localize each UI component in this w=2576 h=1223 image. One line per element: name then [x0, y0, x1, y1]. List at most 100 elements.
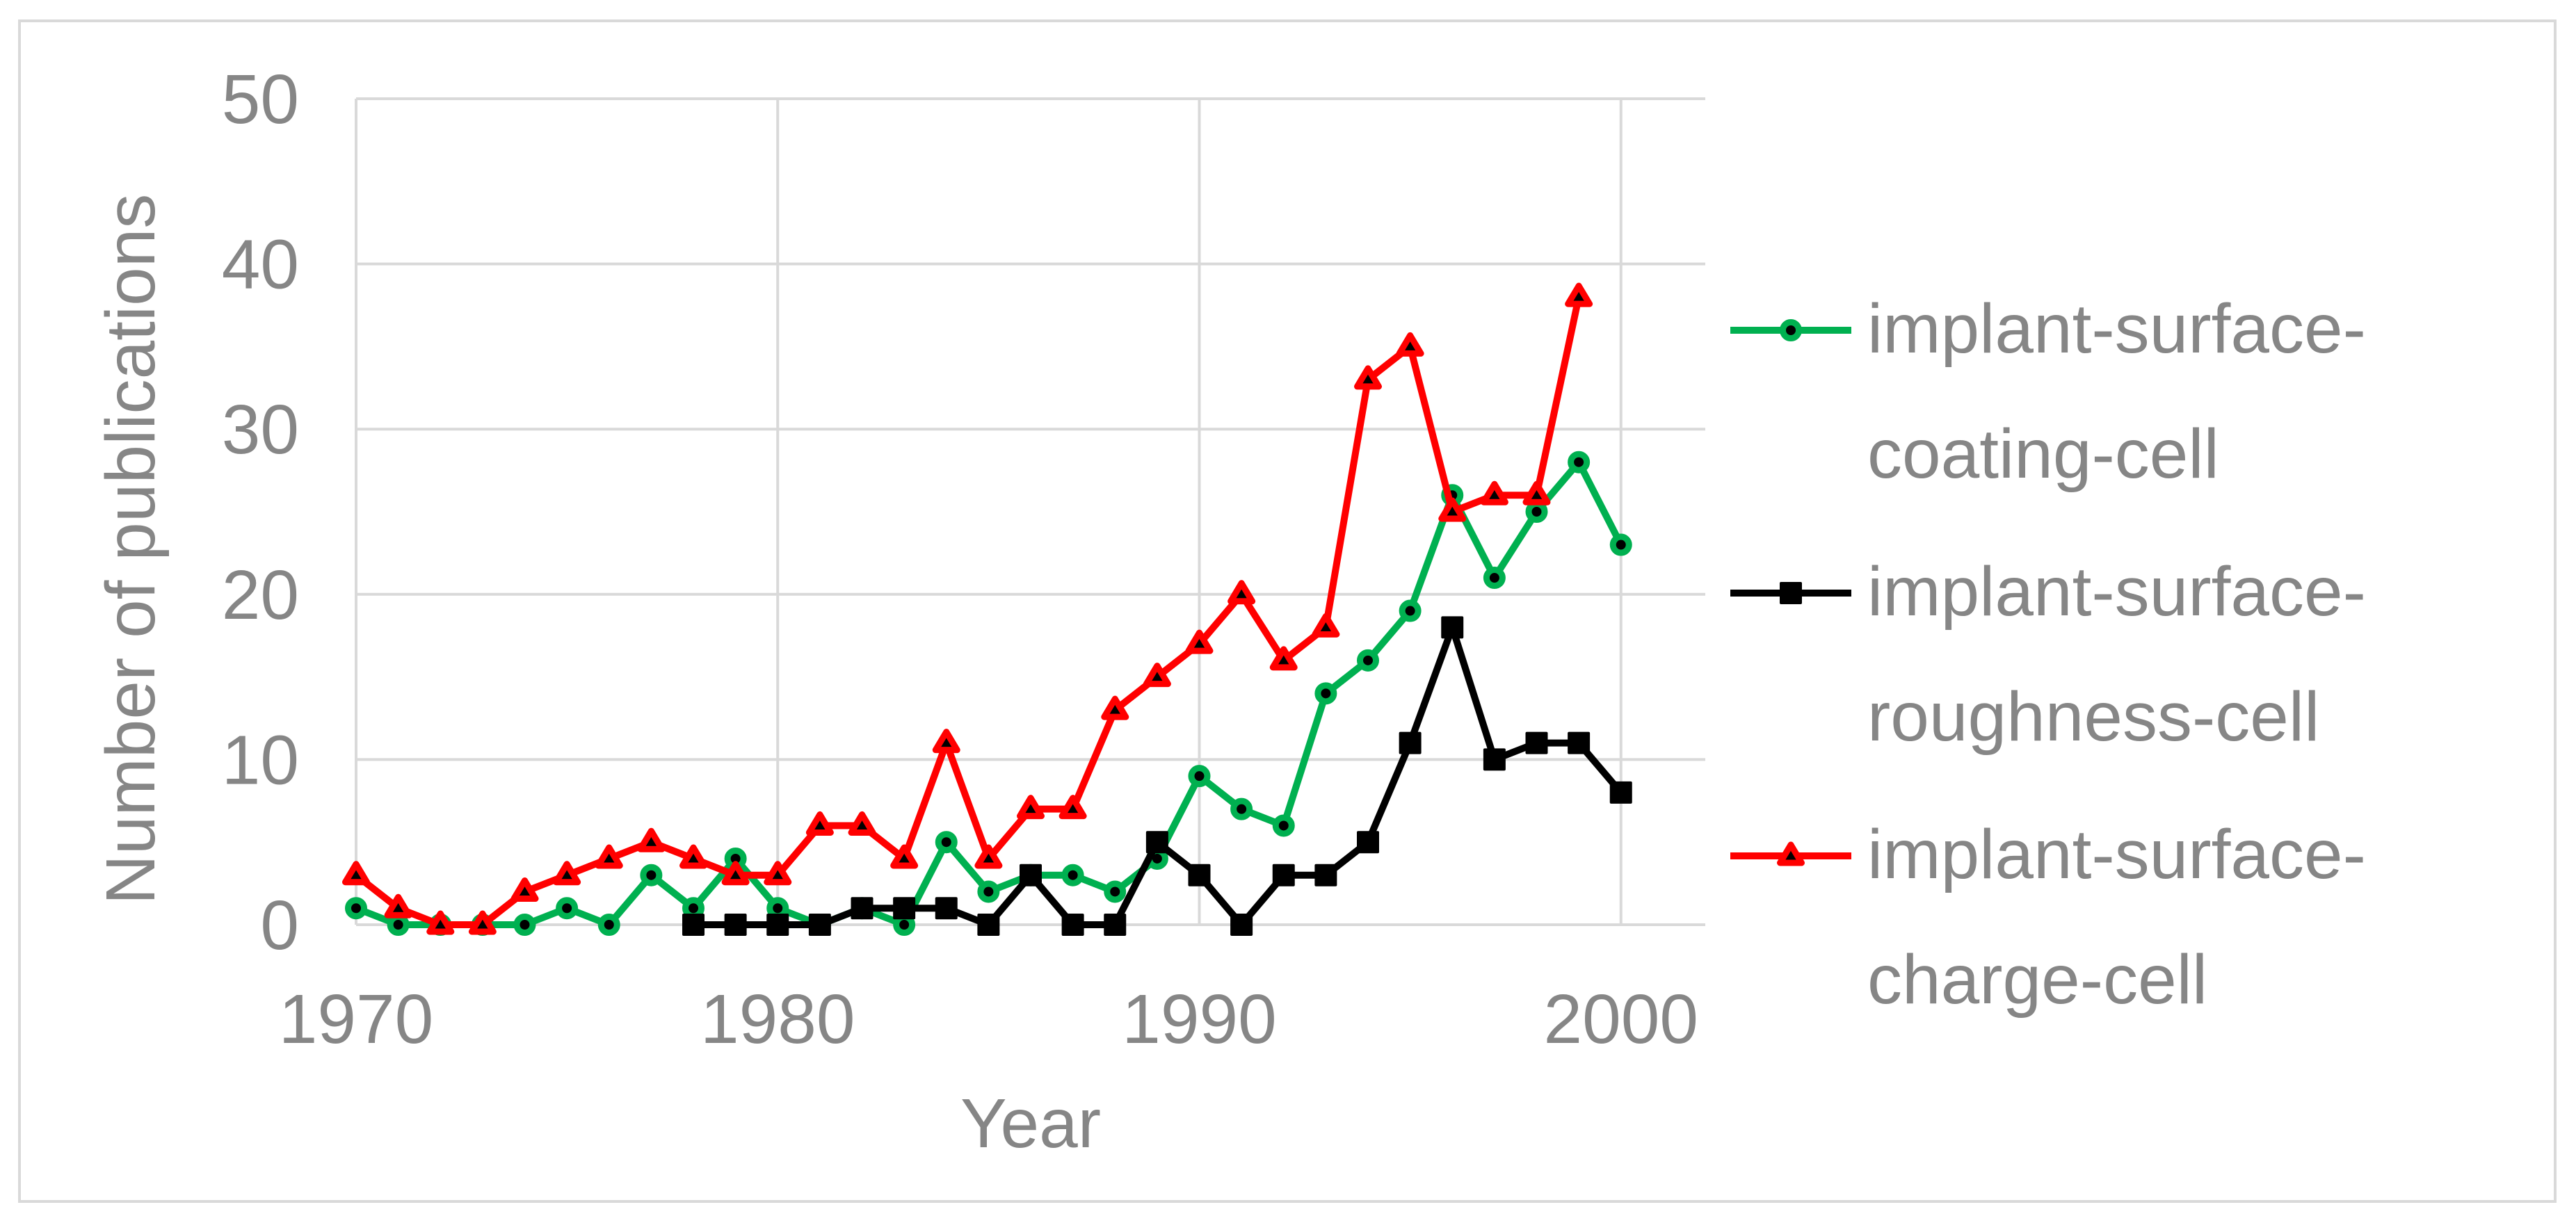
square-marker [1525, 731, 1548, 754]
square-marker [682, 914, 705, 936]
square-marker [1780, 582, 1802, 604]
circle-marker [1483, 567, 1506, 590]
circle-marker [1061, 864, 1084, 886]
circle-marker [597, 914, 620, 936]
square-marker [1188, 864, 1211, 886]
legend-item-implant-surface-coating-cell: implant-surface-coating-cell [1725, 266, 2545, 529]
legend-label-line1: implant-surface- [1867, 290, 2366, 368]
circle-marker [1357, 649, 1379, 672]
triangle-marker [1777, 841, 1805, 866]
square-marker [1061, 914, 1084, 936]
triangle-marker [1312, 613, 1340, 638]
square-marker [1230, 914, 1253, 936]
figure-border [18, 19, 2557, 1203]
triangle-marker [1143, 663, 1171, 688]
triangle-marker [1480, 480, 1508, 505]
series-implant-surface-roughness-cell [682, 616, 1632, 936]
circle-marker [513, 914, 536, 936]
legend-label-line1: implant-surface- [1867, 553, 2366, 631]
circle-marker [977, 880, 1000, 903]
triangle-marker [1522, 480, 1551, 505]
square-marker [808, 914, 831, 936]
triangle-marker [1058, 795, 1087, 820]
square-marker [1441, 616, 1464, 639]
circle-marker [1230, 797, 1253, 820]
square-marker [851, 897, 874, 920]
circle-marker [935, 831, 958, 854]
triangle-marker [1354, 365, 1382, 390]
circle-marker [1525, 501, 1548, 523]
circle-marker [1609, 533, 1632, 556]
series-line [353, 296, 1583, 928]
circle-marker [1399, 599, 1422, 622]
triangle-marker [1438, 497, 1467, 522]
circle-legend-marker-icon [1730, 319, 1851, 341]
legend-item-implant-surface-charge-cell: implant-surface-charge-cell [1725, 792, 2545, 1055]
triangle-marker [974, 844, 1003, 869]
triangle-marker [1396, 332, 1424, 357]
square-marker [935, 897, 958, 920]
circle-marker [387, 914, 410, 936]
triangle-marker [1227, 580, 1256, 605]
legend: implant-surface-coating-cell implant-surf… [1725, 266, 2545, 1055]
triangle-marker [384, 893, 412, 918]
circle-marker [1314, 682, 1337, 705]
triangle-marker [1269, 646, 1298, 671]
square-marker [977, 914, 1000, 936]
legend-label-line2: charge-cell [1867, 941, 2208, 1019]
triangle-marker [1565, 282, 1593, 307]
triangle-marker [764, 861, 792, 886]
triangle-marker [1185, 629, 1214, 654]
circle-marker [345, 897, 367, 920]
circle-marker [640, 864, 663, 886]
square-marker [1399, 731, 1422, 754]
triangle-legend-marker-icon [1730, 841, 1851, 866]
legend-label-line1: implant-surface- [1867, 816, 2366, 893]
square-marker [1609, 781, 1632, 804]
square-marker [1568, 731, 1591, 754]
x-axis-title: Year [960, 1085, 1101, 1163]
square-marker [1145, 831, 1168, 854]
square-marker [1104, 914, 1127, 936]
x-tick-label: 1990 [1122, 980, 1276, 1058]
square-marker [1314, 864, 1337, 886]
triangle-marker [679, 844, 707, 869]
triangle-marker [1101, 695, 1129, 720]
square-marker [893, 897, 916, 920]
square-marker [766, 914, 789, 936]
legend-label-line2: coating-cell [1867, 415, 2219, 493]
circle-marker [1568, 451, 1591, 473]
x-tick-label: 1980 [700, 980, 855, 1058]
triangle-marker [721, 861, 750, 886]
y-tick-label: 10 [222, 721, 299, 799]
circle-marker [556, 897, 579, 920]
square-marker [1272, 864, 1295, 886]
circle-marker [1188, 765, 1211, 788]
triangle-marker [805, 811, 834, 836]
y-tick-label: 0 [260, 886, 299, 964]
legend-label-line2: roughness-cell [1867, 678, 2320, 756]
circle-marker [1780, 319, 1802, 341]
y-tick-label: 40 [222, 226, 299, 304]
triangle-marker [426, 910, 455, 935]
y-tick-label: 50 [222, 60, 299, 138]
circle-marker [1104, 880, 1127, 903]
series-implant-surface-charge-cell [342, 282, 1593, 935]
triangle-marker [342, 861, 370, 886]
square-marker [1020, 864, 1042, 886]
x-tick-label: 2000 [1544, 980, 1698, 1058]
triangle-marker [553, 861, 581, 886]
legend-item-implant-surface-roughness-cell: implant-surface-roughness-cell [1725, 529, 2545, 792]
square-marker [1483, 748, 1506, 771]
square-legend-marker-icon [1730, 582, 1851, 604]
triangle-marker [848, 811, 876, 836]
legend-label: implant-surface-charge-cell [1867, 792, 2545, 1042]
triangle-marker [468, 910, 497, 935]
y-tick-label: 20 [222, 556, 299, 634]
triangle-marker [595, 844, 623, 869]
x-tick-label: 1970 [279, 980, 433, 1058]
triangle-marker [1017, 795, 1045, 820]
y-tick-label: 30 [222, 391, 299, 469]
series-layer [342, 282, 1632, 936]
